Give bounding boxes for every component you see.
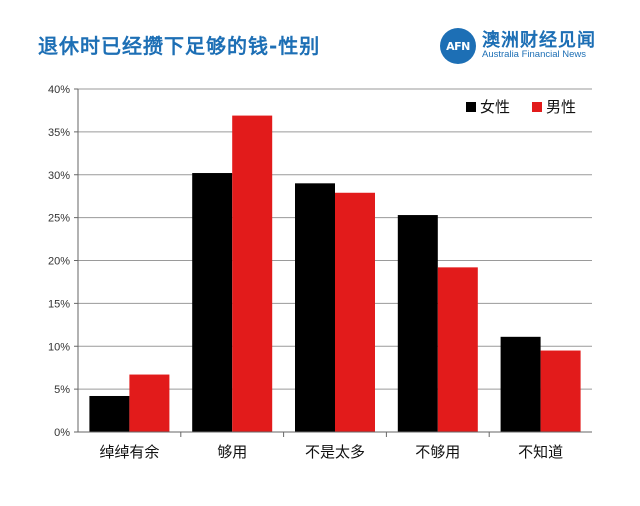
legend-swatch — [532, 102, 542, 112]
y-tick-label: 5% — [54, 384, 70, 396]
brand-name-cn: 澳洲财经见闻 — [482, 30, 596, 51]
x-category-label: 不够用 — [415, 443, 460, 461]
bar-female — [295, 183, 335, 432]
legend: 女性 男性 — [466, 98, 576, 116]
bar-male — [437, 267, 478, 432]
x-category-label: 够用 — [217, 443, 247, 461]
bar-male — [129, 374, 170, 432]
y-axis: 0% 5% 10% 15% 20% 25% 30% 35% 40% — [48, 84, 79, 439]
legend-label: 女性 — [480, 98, 510, 116]
afn-logo: AFN — [440, 28, 476, 64]
x-category-label: 不知道 — [518, 443, 563, 461]
x-category-label: 绰绰有余 — [99, 443, 159, 461]
bar-male — [232, 115, 273, 433]
y-tick-label: 25% — [48, 213, 70, 225]
y-tick-label: 15% — [48, 298, 70, 310]
bar-female — [192, 173, 233, 432]
bars — [89, 115, 581, 433]
legend-swatch — [466, 102, 476, 112]
bar-female — [500, 336, 541, 432]
bar-female — [397, 215, 438, 432]
bar-male — [335, 192, 375, 432]
y-tick-label: 20% — [48, 256, 70, 268]
x-category-label: 不是太多 — [305, 443, 365, 461]
y-tick-label: 10% — [48, 341, 70, 353]
bar-female — [89, 395, 130, 432]
y-tick-label: 40% — [48, 84, 70, 96]
chart-title: 退休时已经攒下足够的钱-性别 — [38, 34, 321, 58]
x-axis: 绰绰有余 够用 不是太多 不够用 不知道 — [78, 431, 592, 461]
y-tick-label: 35% — [48, 127, 70, 139]
y-tick-label: 30% — [48, 170, 70, 182]
legend-label: 男性 — [546, 98, 576, 116]
bar-male — [540, 350, 581, 432]
brand-name-en: Australia Financial News — [482, 49, 587, 60]
y-tick-label: 0% — [54, 427, 70, 439]
brand: AFN 澳洲财经见闻 Australia Financial News — [440, 26, 630, 66]
